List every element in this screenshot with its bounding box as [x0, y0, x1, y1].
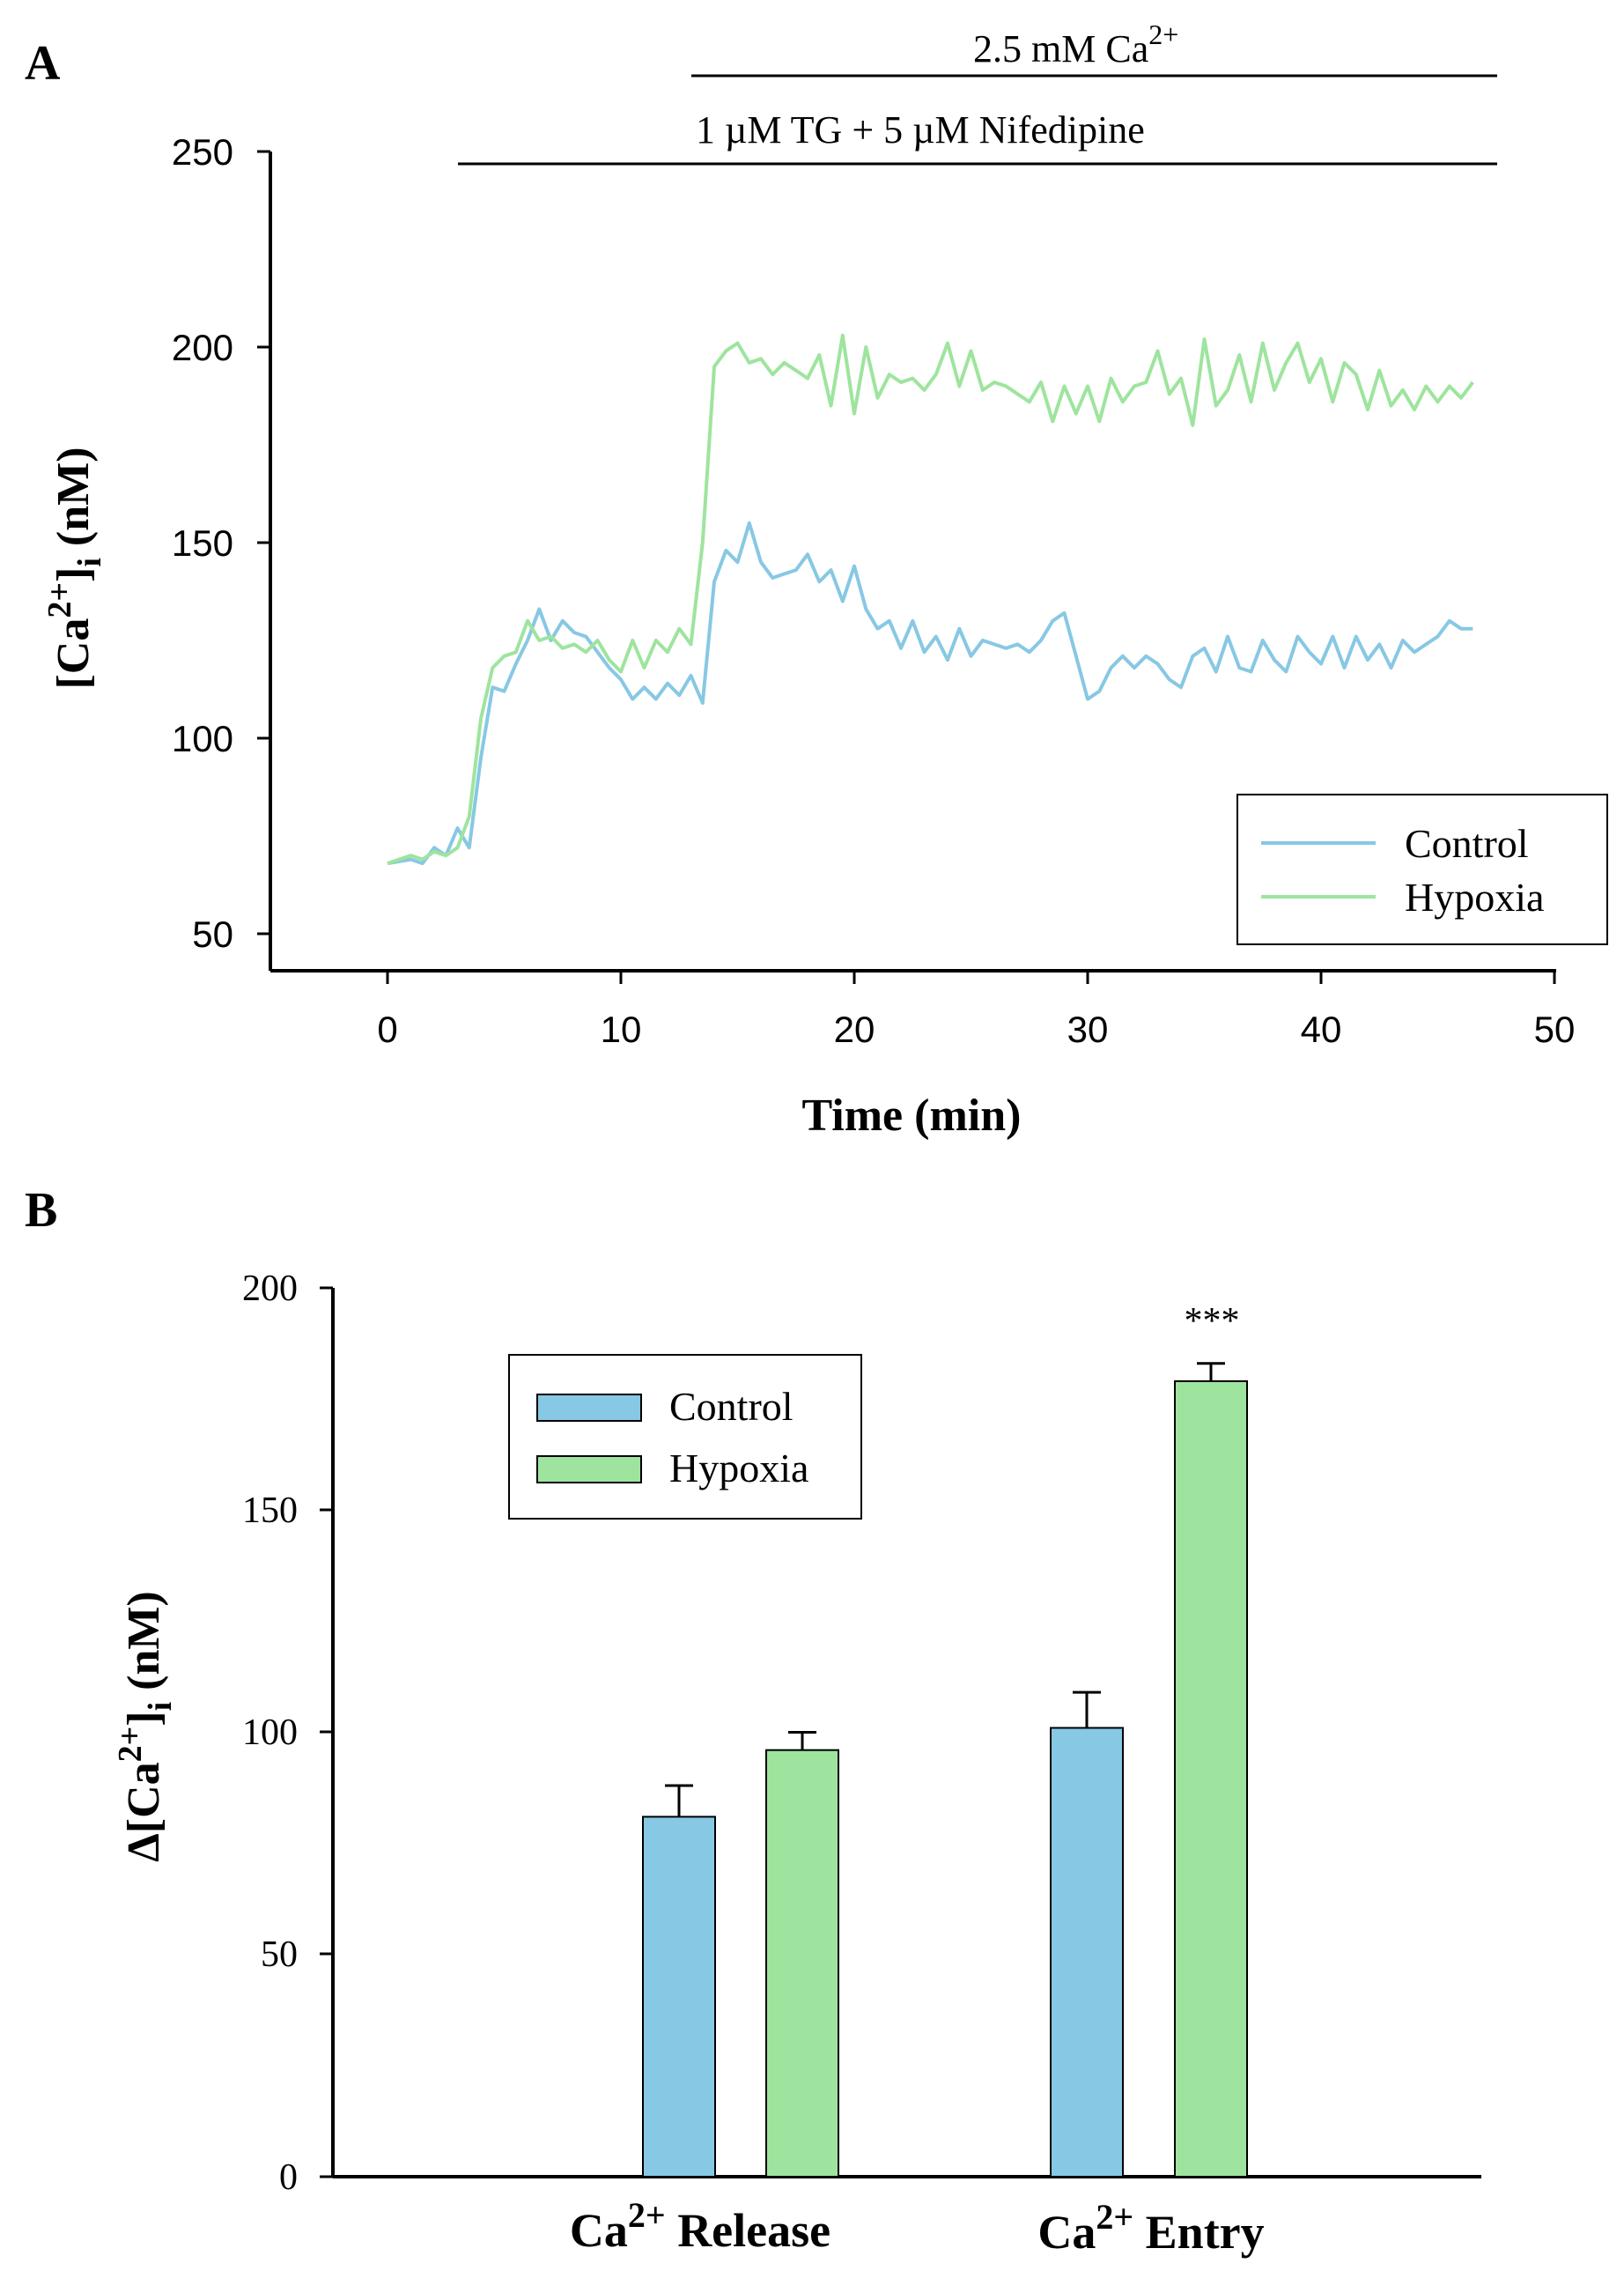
panel-a-plot-area [387, 333, 1474, 866]
legend-label-control: Control [669, 1384, 794, 1429]
x-tick-label: 0 [377, 1009, 397, 1050]
x-tick-label: 40 [1301, 1009, 1342, 1050]
legend-label-control: Control [1405, 821, 1529, 866]
bar-control-release [642, 1816, 716, 2178]
x-tick-label: 50 [1534, 1009, 1576, 1050]
errorbar-control-release [665, 1784, 693, 1817]
annotation-calcium-text: 2.5 mM Ca2+ [973, 18, 1178, 70]
y-tick-200: 200 [242, 1268, 333, 1309]
legend-box [1236, 794, 1608, 945]
panel-a-legend: Control Hypoxia [1236, 794, 1608, 945]
y-tick-label: 0 [279, 2157, 298, 2198]
panel-b-legend: Control Hypoxia [508, 1354, 862, 1520]
annotation-tg-nifedipine: 1 µM TG + 5 µM Nifedipine [458, 108, 1497, 166]
y-tick-50: 50 [192, 913, 270, 955]
y-tick-label: 100 [172, 718, 233, 759]
series-line-hypoxia [387, 333, 1474, 865]
y-tick-150: 150 [172, 522, 270, 564]
y-tick-0: 0 [279, 2157, 333, 2198]
panel-b-label: B [25, 1183, 57, 1238]
x-tick-30: 30 [1067, 971, 1109, 1050]
errorbar-hypoxia-entry [1197, 1362, 1225, 1381]
category-label-entry: Ca2+ Entry [1037, 2197, 1264, 2259]
panel-a-label: A [25, 36, 61, 91]
bar-control-entry [1050, 1727, 1124, 2178]
x-tick-40: 40 [1301, 971, 1342, 1050]
y-tick-label: 250 [172, 131, 233, 173]
x-tick-label: 30 [1067, 1009, 1109, 1050]
x-tick-50: 50 [1534, 971, 1576, 1050]
y-tick-label: 50 [192, 913, 233, 955]
panel-a-y-ticks: 250 200 150 100 50 [172, 131, 270, 955]
y-tick-200: 200 [172, 327, 270, 368]
y-tick-label: 200 [242, 1268, 298, 1309]
legend-box [508, 1354, 862, 1520]
panel-a-y-axis-label: [Ca2+]i (nM) [41, 447, 108, 689]
y-tick-label: 50 [261, 1934, 298, 1975]
y-tick-label: 150 [242, 1490, 298, 1531]
y-tick-250: 250 [172, 131, 270, 173]
legend-swatch-control [536, 1394, 642, 1422]
series-line-control [387, 521, 1473, 866]
panel-b-bars [642, 1362, 1248, 2178]
x-tick-0: 0 [377, 971, 398, 1050]
panel-a-x-axis-label: Time (min) [802, 1091, 1022, 1141]
bar-hypoxia-entry [1174, 1379, 1248, 2178]
y-tick-label: 100 [242, 1712, 298, 1753]
y-tick-label: 200 [172, 327, 233, 368]
y-tick-150: 150 [242, 1490, 333, 1531]
legend-label-hypoxia: Hypoxia [669, 1446, 808, 1490]
y-tick-label: 150 [172, 522, 233, 564]
annotation-calcium: 2.5 mM Ca2+ [691, 18, 1497, 78]
x-tick-10: 10 [601, 971, 642, 1050]
errorbar-hypoxia-release [788, 1731, 816, 1750]
panel-b-y-ticks: 200 150 100 50 0 [242, 1268, 333, 2198]
errorbar-control-entry [1073, 1690, 1101, 1728]
y-tick-50: 50 [261, 1934, 333, 1975]
panel-b-y-axis-label: Δ[Ca2+]i (nM) [112, 1591, 179, 1862]
bar-hypoxia-release [765, 1749, 839, 2178]
y-tick-100: 100 [172, 718, 270, 759]
y-tick-100: 100 [242, 1712, 333, 1753]
x-tick-20: 20 [834, 971, 875, 1050]
x-tick-label: 20 [834, 1009, 875, 1050]
legend-label-hypoxia: Hypoxia [1405, 875, 1544, 920]
legend-swatch-hypoxia [536, 1455, 642, 1483]
panel-a-x-ticks: 0 10 20 30 40 50 [377, 971, 1575, 1050]
panel-b: B 200 150 100 50 0 [25, 1183, 1481, 2259]
annotation-tg-text: 1 µM TG + 5 µM Nifedipine [696, 108, 1145, 152]
panel-a: A 2.5 mM Ca2+ 1 µM TG + 5 µM Nifedipine … [25, 18, 1608, 1141]
significance-marker: *** [1185, 1301, 1240, 1342]
category-label-release: Ca2+ Release [570, 2195, 830, 2257]
x-tick-label: 10 [601, 1009, 642, 1050]
